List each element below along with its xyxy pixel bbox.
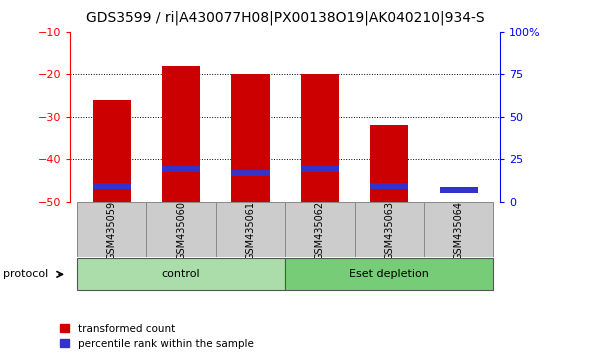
Bar <box>231 170 270 176</box>
Text: GSM435059: GSM435059 <box>107 201 117 260</box>
Bar <box>424 202 493 257</box>
Text: GDS3599 / ri|A430077H08|PX00138O19|AK040210|934-S: GDS3599 / ri|A430077H08|PX00138O19|AK040… <box>86 11 484 25</box>
Bar <box>93 183 131 189</box>
Bar <box>285 202 354 257</box>
Bar <box>162 166 200 172</box>
Bar <box>162 66 200 202</box>
Bar <box>354 202 424 257</box>
Bar <box>301 74 339 202</box>
Legend: transformed count, percentile rank within the sample: transformed count, percentile rank withi… <box>60 324 254 349</box>
Text: GSM435061: GSM435061 <box>245 201 256 260</box>
Bar <box>231 74 270 202</box>
Bar <box>146 202 216 257</box>
Bar <box>93 100 131 202</box>
Bar <box>77 202 146 257</box>
Bar <box>216 202 285 257</box>
Bar <box>440 187 478 193</box>
Bar <box>370 183 408 189</box>
Text: GSM435063: GSM435063 <box>384 201 394 260</box>
Text: control: control <box>162 269 201 279</box>
Text: GSM435060: GSM435060 <box>176 201 186 260</box>
Bar <box>301 166 339 172</box>
Bar <box>370 125 408 202</box>
Text: protocol: protocol <box>3 269 48 279</box>
Text: GSM435062: GSM435062 <box>315 201 325 260</box>
Bar <box>285 258 493 290</box>
Text: GSM435064: GSM435064 <box>454 201 464 260</box>
Text: Eset depletion: Eset depletion <box>350 269 429 279</box>
Bar <box>77 258 285 290</box>
